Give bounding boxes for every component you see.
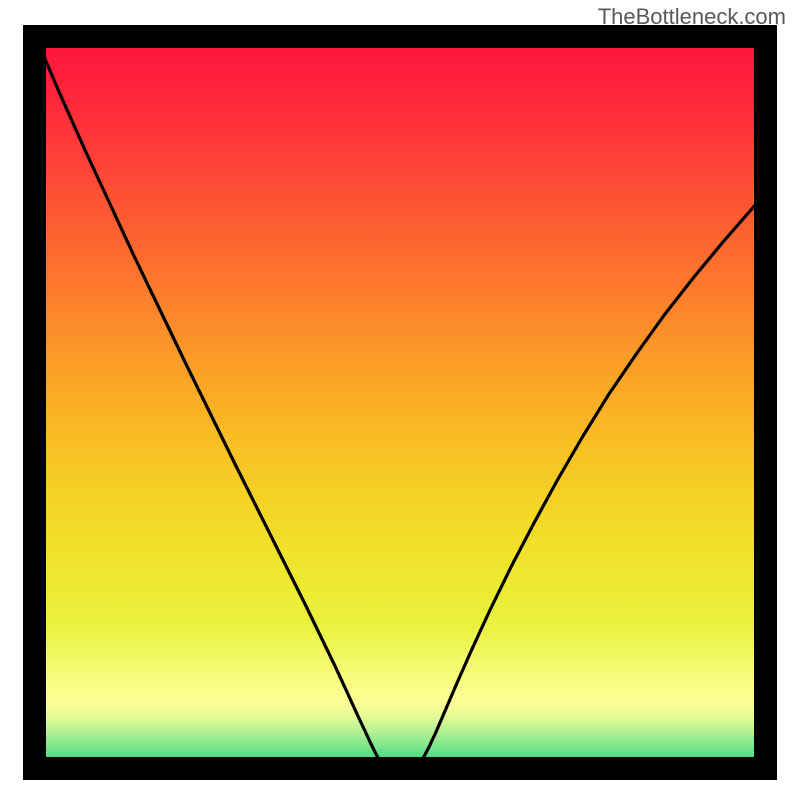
chart-container: TheBottleneck.com: [0, 0, 800, 800]
watermark-text: TheBottleneck.com: [598, 4, 786, 30]
plot-background: [35, 37, 765, 768]
bottleneck-chart: [0, 0, 800, 800]
